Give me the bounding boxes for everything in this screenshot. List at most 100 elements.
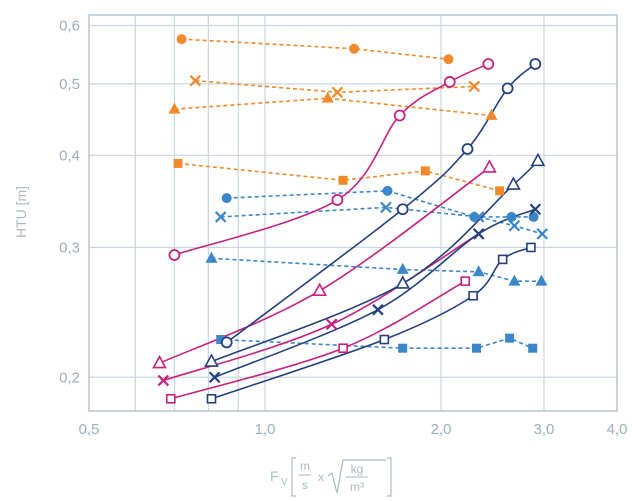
data-point (497, 254, 508, 265)
y-tick-label: 0,4 (59, 147, 80, 164)
data-point (526, 242, 536, 253)
series-line-5 (226, 190, 534, 218)
data-point (508, 274, 521, 286)
data-point (338, 343, 348, 354)
data-point (505, 333, 515, 343)
data-point (168, 102, 181, 114)
data-point (214, 211, 227, 223)
data-point (536, 228, 549, 240)
data-point (152, 354, 167, 369)
data-point (168, 249, 181, 261)
data-point (472, 265, 485, 277)
series-markers-12 (165, 276, 471, 404)
data-point (396, 203, 409, 216)
data-point (535, 274, 548, 286)
data-point (395, 275, 411, 289)
x-axis-label-sqrt-sign (327, 459, 386, 494)
data-point (508, 219, 521, 232)
series-line-15 (214, 208, 536, 379)
x-axis-label-den2: m³ (350, 480, 364, 494)
plot-frame (88, 14, 618, 412)
y-axis-label: HTU [m] (13, 186, 29, 238)
data-point (468, 80, 481, 93)
series-line-7 (211, 257, 542, 282)
series-line-4 (177, 162, 500, 192)
data-point (398, 343, 408, 353)
data-point (338, 175, 348, 185)
data-point (165, 393, 176, 404)
data-point (372, 303, 384, 316)
series-markers-10 (152, 159, 497, 369)
data-point (460, 276, 471, 286)
series-markers-5 (221, 185, 539, 222)
data-point (208, 371, 221, 384)
data-point (529, 58, 542, 70)
data-point (393, 109, 406, 122)
data-point (506, 211, 517, 222)
x-tick-label: 0,5 (79, 421, 100, 438)
data-point (325, 318, 338, 331)
data-point (176, 34, 187, 45)
data-point (173, 158, 183, 168)
series-line-14 (211, 160, 539, 363)
data-point (331, 194, 344, 206)
series-markers-1 (176, 34, 454, 65)
series-markers-14 (204, 152, 546, 367)
data-point (482, 58, 495, 70)
series-markers-15 (208, 203, 542, 384)
x-axis-label-num2: kg (351, 462, 364, 476)
data-point (380, 201, 392, 214)
data-point (379, 334, 390, 345)
data-point (220, 336, 233, 349)
x-axis-label-den1: s (302, 478, 308, 492)
x-tick-label: 2,0 (431, 421, 452, 438)
series-line-16 (211, 246, 532, 400)
data-point (420, 166, 430, 176)
data-point (468, 290, 478, 301)
series-markers-9 (168, 58, 495, 261)
series-markers-4 (173, 158, 505, 196)
data-point (506, 176, 521, 190)
data-point (312, 282, 327, 297)
data-point (157, 374, 170, 387)
data-point (443, 76, 456, 88)
x-axis-label-left-bracket (291, 457, 296, 497)
y-tick-label: 0,3 (59, 239, 80, 256)
data-point (530, 152, 546, 167)
y-tick-label: 0,6 (59, 17, 80, 34)
data-point (495, 186, 505, 196)
data-point (472, 211, 485, 223)
data-point (501, 82, 514, 95)
series-markers-2 (189, 74, 481, 99)
series-markers-6 (214, 201, 549, 240)
y-tick-label: 0,2 (59, 369, 80, 386)
data-point (443, 54, 454, 65)
data-point (216, 335, 226, 345)
data-point (349, 43, 360, 54)
data-point (321, 91, 334, 103)
data-point (461, 143, 474, 155)
x-axis-label-right-bracket (387, 457, 392, 497)
series-line-1 (181, 38, 449, 61)
series-markers-8 (216, 333, 538, 353)
data-point (331, 86, 344, 99)
data-point (189, 74, 202, 87)
data-point (206, 393, 217, 404)
data-point (221, 193, 232, 204)
x-axis-label-times: x (318, 470, 324, 484)
data-point (382, 185, 393, 196)
data-point (472, 228, 485, 240)
x-tick-label: 1,0 (255, 421, 276, 438)
x-axis-label-num1: m (300, 459, 310, 473)
data-point (204, 353, 219, 367)
x-tick-label: 3,0 (534, 421, 555, 438)
series-line-3 (174, 97, 492, 117)
x-axis-label-symbol: F (270, 468, 279, 484)
data-point (482, 159, 497, 173)
series-markers-3 (168, 91, 498, 120)
data-point (528, 343, 538, 353)
data-point (471, 343, 481, 353)
x-axis-label: F V m s x kg m³ (270, 457, 392, 497)
series-markers-7 (205, 251, 548, 286)
